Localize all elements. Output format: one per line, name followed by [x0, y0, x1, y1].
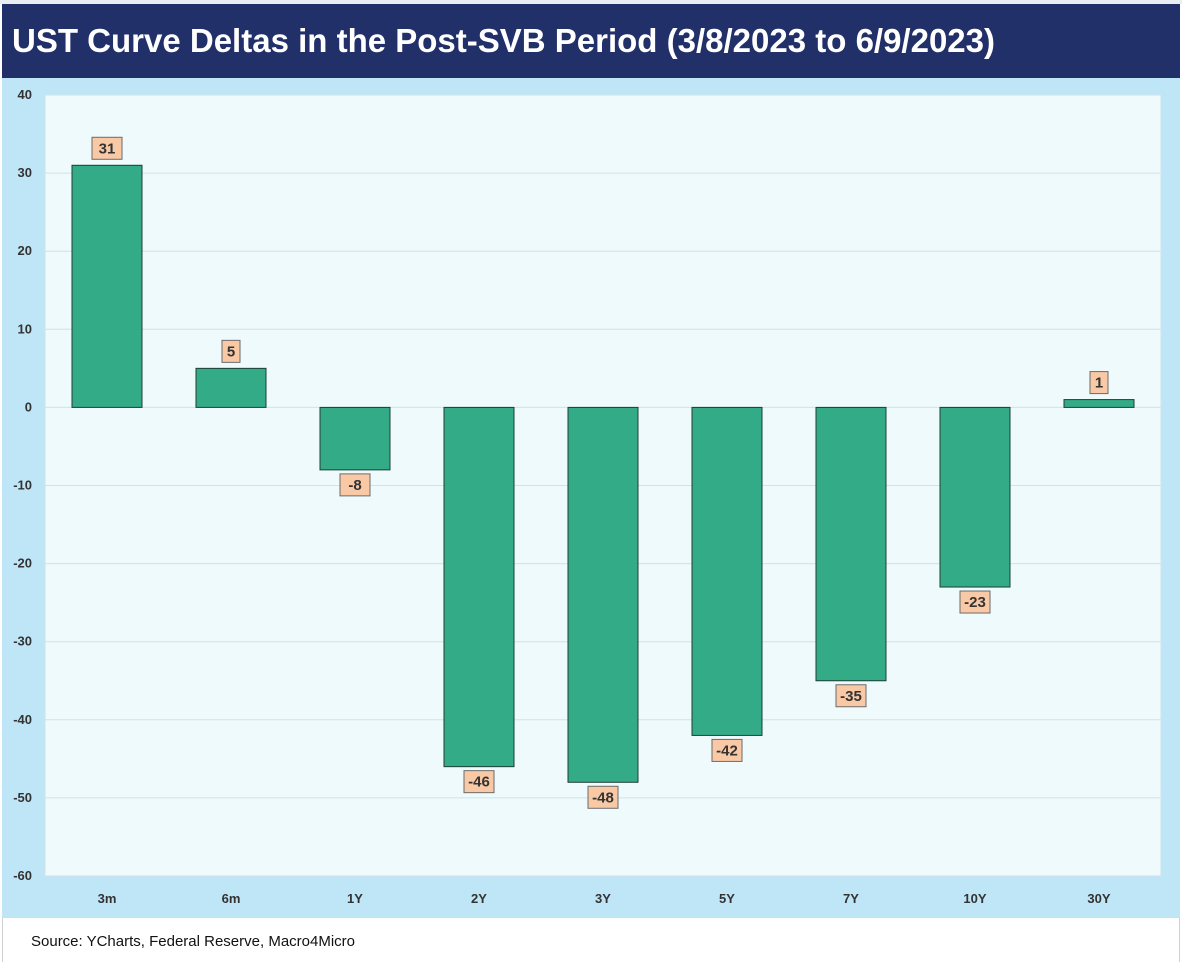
data-label: -46	[468, 774, 490, 791]
data-label-box	[339, 473, 371, 497]
x-tick-label: 10Y	[963, 891, 986, 906]
y-tick-label: 0	[25, 399, 32, 414]
source-note: Source: YCharts, Federal Reserve, Macro4…	[31, 933, 356, 950]
y-tick-label: 10	[18, 321, 32, 336]
data-label: 31	[99, 140, 116, 157]
bar-2Y	[443, 406, 515, 768]
data-label: -8	[348, 477, 361, 494]
x-tick-label: 6m	[222, 891, 241, 906]
data-label-box	[91, 136, 123, 160]
data-label: 1	[1095, 375, 1103, 392]
bar-3Y	[567, 406, 639, 783]
y-tick-label: -10	[13, 478, 32, 493]
x-tick-label: 2Y	[471, 891, 487, 906]
bar-3m	[71, 164, 143, 408]
data-label-box	[835, 684, 867, 708]
data-label-box	[463, 770, 495, 794]
y-tick-label: 40	[18, 87, 32, 102]
y-tick-label: -50	[13, 790, 32, 805]
y-tick-label: -30	[13, 634, 32, 649]
data-label: -48	[592, 789, 614, 806]
y-tick-label: 20	[18, 243, 32, 258]
x-tick-label: 30Y	[1087, 891, 1110, 906]
data-label-box	[711, 738, 743, 762]
data-label-box	[959, 590, 991, 614]
data-label-box	[1089, 371, 1109, 395]
bar-10Y	[939, 406, 1011, 588]
bar-1Y	[319, 406, 391, 471]
bar-30Y	[1063, 399, 1135, 408]
chart-title: UST Curve Deltas in the Post-SVB Period …	[2, 4, 1180, 78]
data-label: 5	[227, 343, 235, 360]
x-tick-label: 5Y	[719, 891, 735, 906]
data-label: -35	[840, 688, 862, 705]
spreadsheet-grid-strip	[0, 0, 1182, 4]
bar-7Y	[815, 406, 887, 682]
bar-6m	[195, 367, 267, 408]
y-tick-label: -20	[13, 556, 32, 571]
y-tick-label: 30	[18, 165, 32, 180]
y-tick-label: -60	[13, 868, 32, 883]
x-tick-label: 3Y	[595, 891, 611, 906]
source-footer: Source: YCharts, Federal Reserve, Macro4…	[2, 918, 1180, 962]
y-tick-label: -40	[13, 712, 32, 727]
data-label-box	[221, 339, 241, 363]
chart-area: 40 30 20 10 0 -10 -20 -30 -40 -50 -60 31 3m 5 6m -8 1Y -4…	[2, 78, 1180, 918]
x-tick-label: 3m	[98, 891, 117, 906]
data-label-box	[587, 785, 619, 809]
x-tick-label: 7Y	[843, 891, 859, 906]
bar-5Y	[691, 406, 763, 736]
x-tick-label: 1Y	[347, 891, 363, 906]
data-label: -23	[964, 594, 986, 611]
data-label: -42	[716, 742, 738, 759]
bar-chart: 40 30 20 10 0 -10 -20 -30 -40 -50 -60 31 3m 5 6m -8 1Y -4…	[13, 87, 1162, 906]
